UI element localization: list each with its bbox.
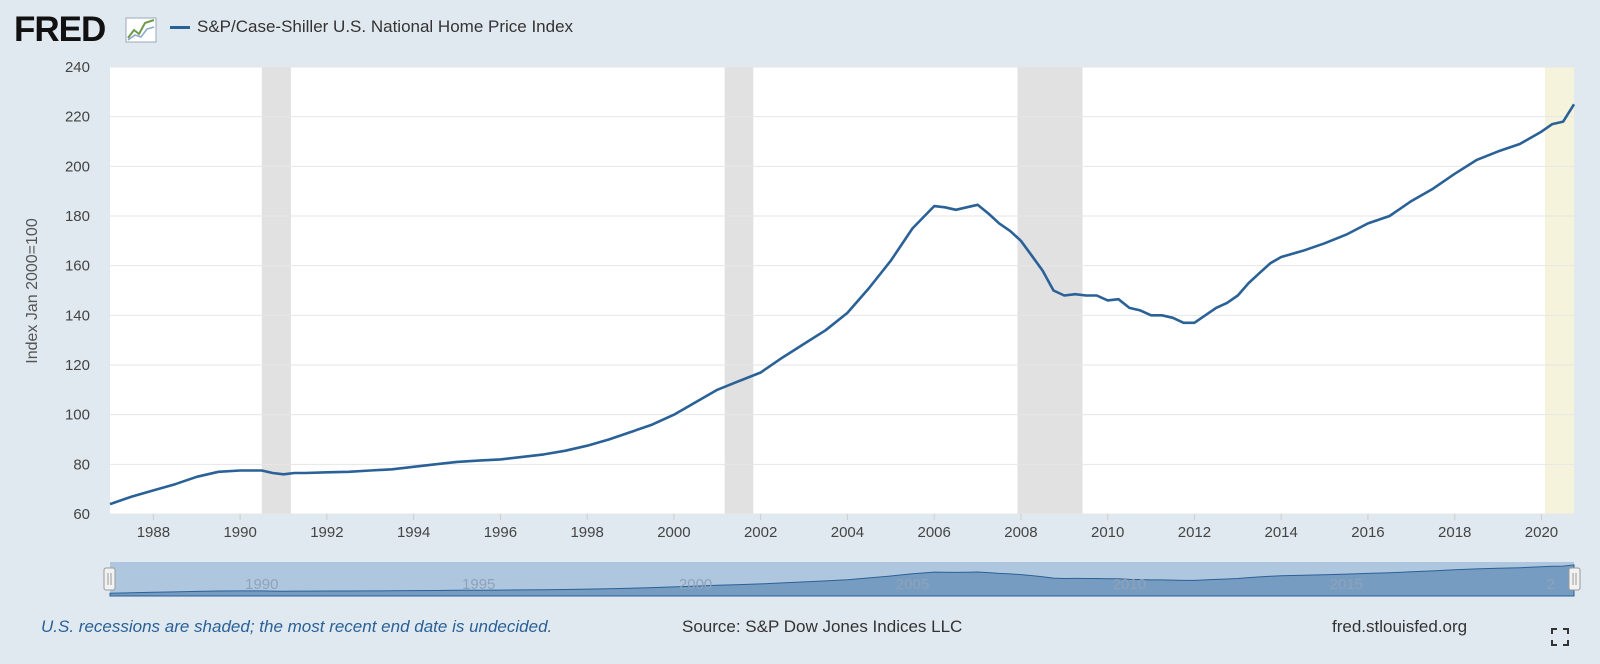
y-tick-label-60: 60 — [73, 506, 90, 523]
x-axis-ticks: 1988 1990 1992 1994 1996 1998 2000 2002 2004 2006… — [137, 514, 1558, 541]
x-tick-label-1996: 1996 — [484, 524, 517, 541]
navigator-handle-left[interactable] — [103, 567, 116, 591]
y-tick-label-100: 100 — [65, 407, 90, 424]
navigator-label-1990: 1990 — [245, 576, 278, 593]
range-navigator[interactable]: 1990 1995 2000 2005 2010 2015 2 — [103, 562, 1581, 597]
navigator-label-2000: 2000 — [679, 576, 712, 593]
x-tick-label-1992: 1992 — [310, 524, 343, 541]
navigator-label-1995: 1995 — [462, 576, 495, 593]
y-tick-label-80: 80 — [73, 456, 90, 473]
y-axis-ticks: 60 80 100 120 140 160 180 200 220 240 — [65, 59, 90, 523]
y-tick-label-140: 140 — [65, 307, 90, 324]
navigator-label-2: 2 — [1546, 576, 1554, 593]
x-tick-label-2014: 2014 — [1265, 524, 1298, 541]
fred-logo-chart-icon — [125, 17, 157, 43]
recession-band-2 — [1017, 67, 1083, 514]
y-tick-label-120: 120 — [65, 357, 90, 374]
y-tick-label-240: 240 — [65, 59, 90, 76]
x-tick-label-2020: 2020 — [1525, 524, 1558, 541]
fred-logo[interactable]: FRED — [14, 8, 159, 48]
x-tick-label-2012: 2012 — [1178, 524, 1211, 541]
y-tick-label-200: 200 — [65, 158, 90, 175]
x-tick-label-1988: 1988 — [137, 524, 170, 541]
recession-note: U.S. recessions are shaded; the most rec… — [41, 617, 553, 636]
x-tick-label-2016: 2016 — [1351, 524, 1384, 541]
site-link[interactable]: fred.stlouisfed.org — [1332, 617, 1468, 636]
x-tick-label-2008: 2008 — [1004, 524, 1037, 541]
recession-band-0 — [261, 67, 291, 514]
legend-series-label[interactable]: S&P/Case-Shiller U.S. National Home Pric… — [197, 17, 574, 36]
chart-header: FRED S&P/Case-Shiller U.S. National Home… — [0, 0, 1600, 52]
navigator-label-2015: 2015 — [1330, 576, 1363, 593]
x-tick-label-2018: 2018 — [1438, 524, 1471, 541]
legend-swatch — [170, 26, 190, 29]
x-tick-label-1990: 1990 — [223, 524, 256, 541]
navigator-handle-right[interactable] — [1568, 567, 1581, 591]
y-tick-label-160: 160 — [65, 258, 90, 275]
x-tick-label-2004: 2004 — [831, 524, 864, 541]
gridlines — [110, 66, 1574, 515]
plot-background — [110, 67, 1574, 514]
fullscreen-icon[interactable] — [1551, 628, 1569, 646]
x-tick-label-2006: 2006 — [917, 524, 950, 541]
recession-band-1 — [724, 67, 754, 514]
navigator-labels: 1990 1995 2000 2005 2010 2015 2 — [245, 576, 1555, 593]
navigator-area — [109, 564, 1575, 597]
y-tick-label-180: 180 — [65, 208, 90, 225]
navigator-label-2005: 2005 — [896, 576, 929, 593]
series-line[interactable] — [109, 103, 1576, 506]
recession-shading — [261, 67, 1574, 514]
x-tick-label-1994: 1994 — [397, 524, 430, 541]
x-tick-label-2000: 2000 — [657, 524, 690, 541]
navigator-label-2010: 2010 — [1113, 576, 1146, 593]
fred-logo-text: FRED — [14, 10, 105, 48]
y-axis-title: Index Jan 2000=100 — [24, 218, 41, 364]
recession-band-3 — [1544, 67, 1574, 514]
y-tick-label-220: 220 — [65, 109, 90, 126]
source-text: Source: S&P Dow Jones Indices LLC — [682, 617, 963, 636]
x-tick-label-2010: 2010 — [1091, 524, 1124, 541]
x-tick-label-1998: 1998 — [570, 524, 603, 541]
x-tick-label-2002: 2002 — [744, 524, 777, 541]
